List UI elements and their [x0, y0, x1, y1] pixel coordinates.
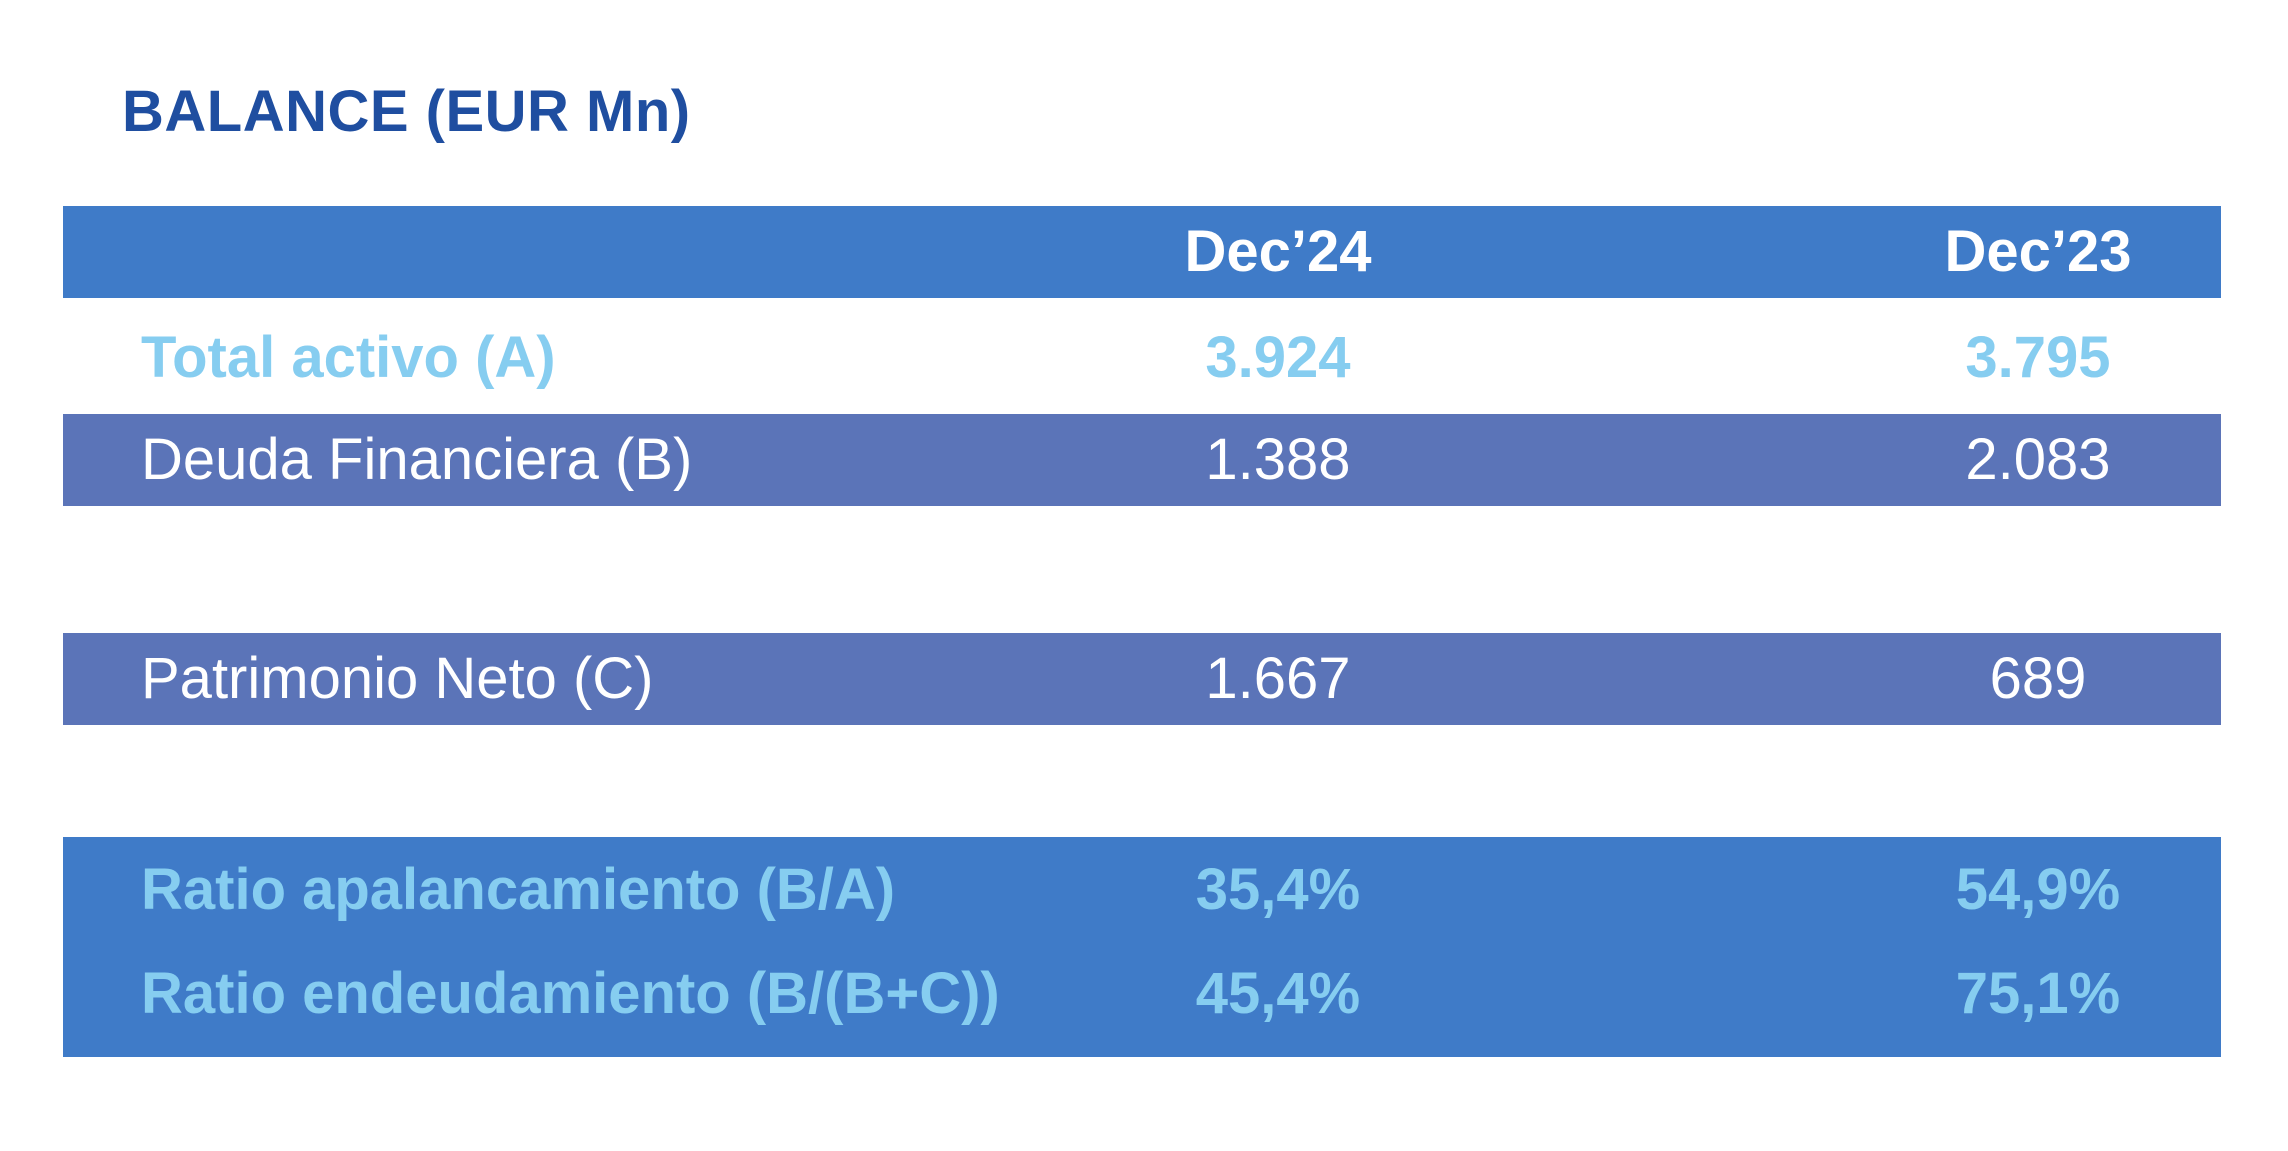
table-row-ratio-endeudamiento: Ratio endeudamiento (B/(B+C)) 45,4% 75,1…	[63, 944, 2221, 1044]
value-dec24: 45,4%	[1195, 961, 1361, 1026]
table-row-total-activo: Total activo (A) 3.924 3.795	[63, 312, 2221, 404]
value-dec24: 1.388	[1205, 427, 1351, 492]
page-title: BALANCE (EUR Mn)	[122, 79, 691, 144]
value-dec24: 1.667	[1205, 646, 1351, 711]
row-label: Ratio endeudamiento (B/(B+C))	[141, 961, 1000, 1026]
row-label: Total activo (A)	[141, 325, 556, 390]
value-dec23: 689	[1989, 646, 2087, 711]
ratios-block: Ratio apalancamiento (B/A) 35,4% 54,9% R…	[63, 837, 2221, 1057]
row-label: Deuda Financiera (B)	[141, 427, 693, 492]
row-label: Ratio apalancamiento (B/A)	[141, 857, 896, 922]
column-header-dec23: Dec’23	[1944, 219, 2132, 284]
table-row-patrimonio-neto: Patrimonio Neto (C) 1.667 689	[63, 633, 2221, 725]
column-header-dec24: Dec’24	[1184, 219, 1372, 284]
value-dec23: 75,1%	[1955, 961, 2121, 1026]
value-dec24: 3.924	[1205, 325, 1351, 390]
value-dec23: 54,9%	[1955, 857, 2121, 922]
value-dec24: 35,4%	[1195, 857, 1361, 922]
value-dec23: 3.795	[1965, 325, 2111, 390]
table-row-ratio-apalancamiento: Ratio apalancamiento (B/A) 35,4% 54,9%	[63, 840, 2221, 940]
table-header-row: Dec’24 Dec’23	[63, 206, 2221, 298]
value-dec23: 2.083	[1965, 427, 2111, 492]
row-label: Patrimonio Neto (C)	[141, 646, 654, 711]
table-row-deuda-financiera: Deuda Financiera (B) 1.388 2.083	[63, 414, 2221, 506]
